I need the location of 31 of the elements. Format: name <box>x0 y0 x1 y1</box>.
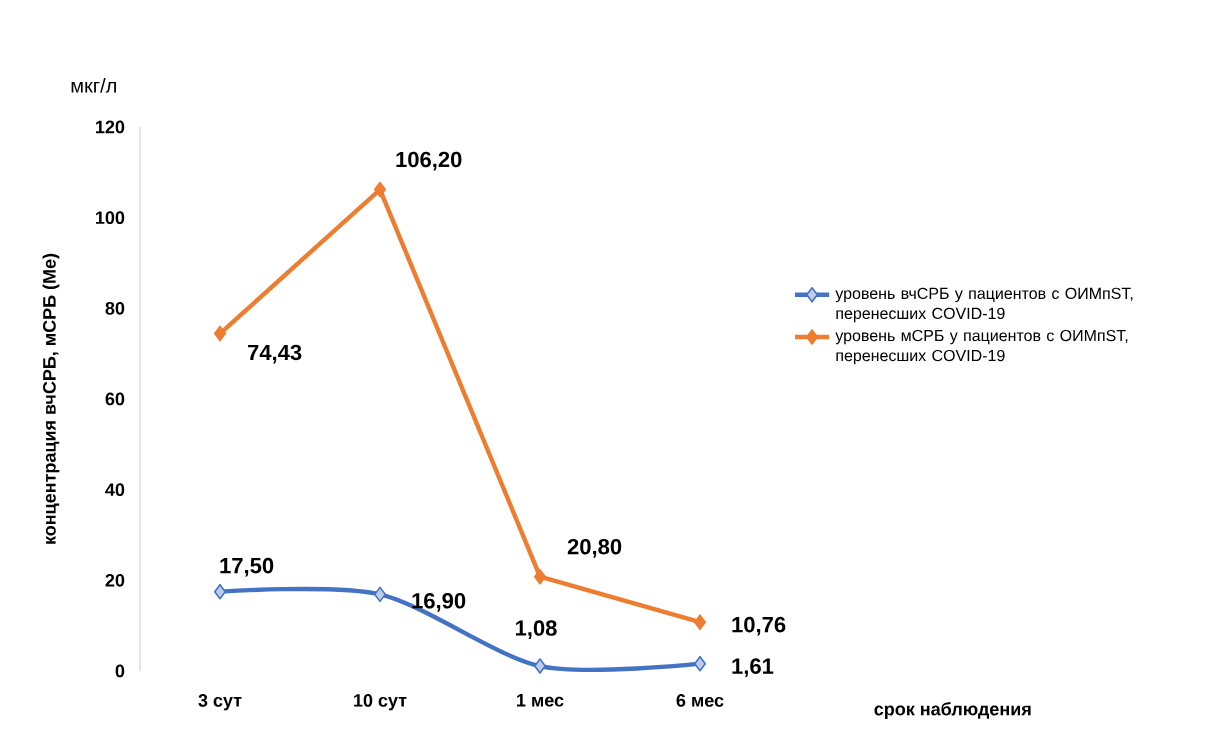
point <box>693 655 707 672</box>
data-label: 106,20 <box>396 151 462 171</box>
x-tick-label: 3 сут <box>198 694 242 711</box>
x-tick-label: 10 сут <box>354 694 407 711</box>
point <box>533 568 547 585</box>
point <box>373 586 387 603</box>
point <box>693 614 707 630</box>
data-label: 17,50 <box>220 557 274 577</box>
data-label: 1,61 <box>732 658 774 678</box>
point <box>533 658 547 674</box>
text: мкг/л <box>71 78 116 93</box>
data-label: 1,08 <box>515 620 557 640</box>
legend-label: уровень мСРБ у пациентов с ОИМпST, перенесших COVID-19 <box>835 329 1128 365</box>
y-tick-label: 80 <box>105 301 125 315</box>
y-tick-label: 0 <box>115 664 125 678</box>
text: срок наблюдения <box>874 702 1031 719</box>
y-tick-label: 40 <box>105 483 125 497</box>
y-axis-title: концентрация вчСРБ, мСРБ (Ме) <box>42 253 60 544</box>
point <box>373 181 387 198</box>
y-tick-label: 120 <box>96 120 125 134</box>
point <box>213 583 227 600</box>
point <box>213 325 227 342</box>
data-label: 74,43 <box>248 344 302 364</box>
y-tick-label: 60 <box>105 392 125 406</box>
x-tick-label: 1 мес <box>517 694 564 707</box>
x-tick-label: 6 мес <box>676 694 724 707</box>
data-label: 16,90 <box>412 593 466 612</box>
y-tick-label: 100 <box>96 211 125 225</box>
data-label: 10,76 <box>732 616 786 636</box>
data-label: 20,80 <box>567 538 622 558</box>
y-tick-label: 20 <box>105 573 125 587</box>
